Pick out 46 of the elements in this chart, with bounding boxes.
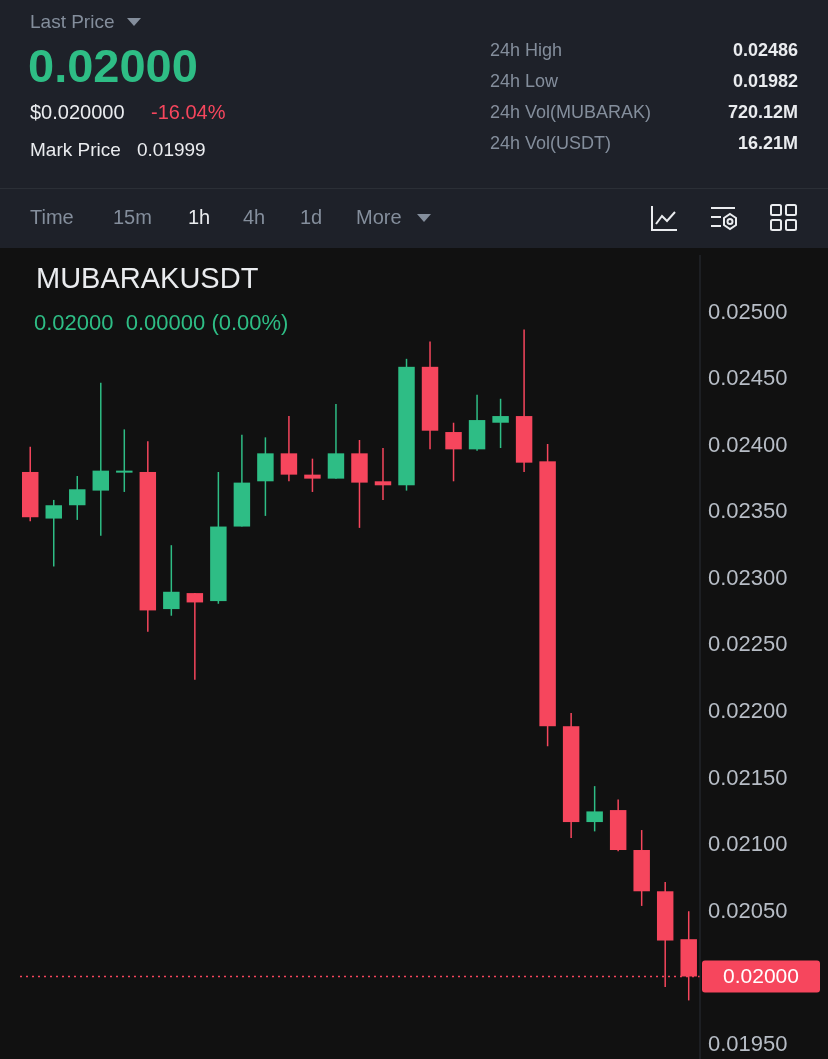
text: 4h: [243, 206, 266, 229]
y-tick-label: 0.02400: [708, 431, 788, 457]
y-tick-label: 0.02300: [708, 564, 788, 590]
text: 24h High: [490, 40, 563, 61]
text: 720.12M: [727, 102, 798, 123]
candlestick: [374, 447, 392, 501]
chart-title: MUBARAKUSDT: [36, 262, 259, 295]
text: -16.04%: [151, 101, 226, 124]
text: 0.02000 0.00000 (0.00%): [34, 310, 289, 336]
candlestick: [445, 421, 462, 483]
y-tick-label: 0.02250: [708, 631, 788, 657]
y-tick-label: 0.02450: [708, 365, 788, 391]
text: Last Price: [30, 11, 115, 33]
y-tick-label: 0.02200: [708, 698, 788, 724]
candlestick: [45, 499, 62, 568]
y-tick-label: 0.02500: [708, 298, 788, 324]
text: 0.02486: [732, 40, 798, 61]
y-tick-label: 0.02350: [708, 498, 788, 524]
text: $0.020000: [30, 101, 125, 124]
candlestick: [116, 428, 133, 493]
y-tick-label: 0.02100: [708, 831, 788, 857]
text: 16.21M: [737, 133, 798, 154]
text: 15m: [113, 206, 152, 229]
text: Time: [30, 206, 74, 229]
candlestick: [586, 785, 603, 833]
text: 1h: [188, 206, 211, 229]
text: 0.02000: [28, 38, 198, 93]
candlestick: [186, 592, 204, 681]
text: 24h Vol(USDT): [490, 133, 612, 154]
ref-line-label: 0.02000: [723, 964, 799, 988]
text: 1d: [300, 206, 323, 229]
candlestick: [304, 457, 321, 493]
y-tick-label: 0.02150: [708, 764, 788, 790]
candlestick: [280, 415, 298, 483]
text: 24h Low: [490, 71, 559, 92]
text: 24h Vol(MUBARAK): [490, 102, 652, 123]
candlestick: [92, 382, 110, 537]
candlestick: [492, 398, 509, 449]
text: More: [356, 206, 402, 229]
y-tick-label: 0.01950: [708, 1030, 788, 1056]
candlestick: [69, 475, 86, 521]
candlestick: [163, 544, 180, 617]
text: 0.01999: [137, 139, 206, 161]
text: Mark Price: [30, 139, 121, 161]
y-tick-label: 0.02050: [708, 897, 788, 923]
text: 0.01982: [732, 71, 798, 92]
